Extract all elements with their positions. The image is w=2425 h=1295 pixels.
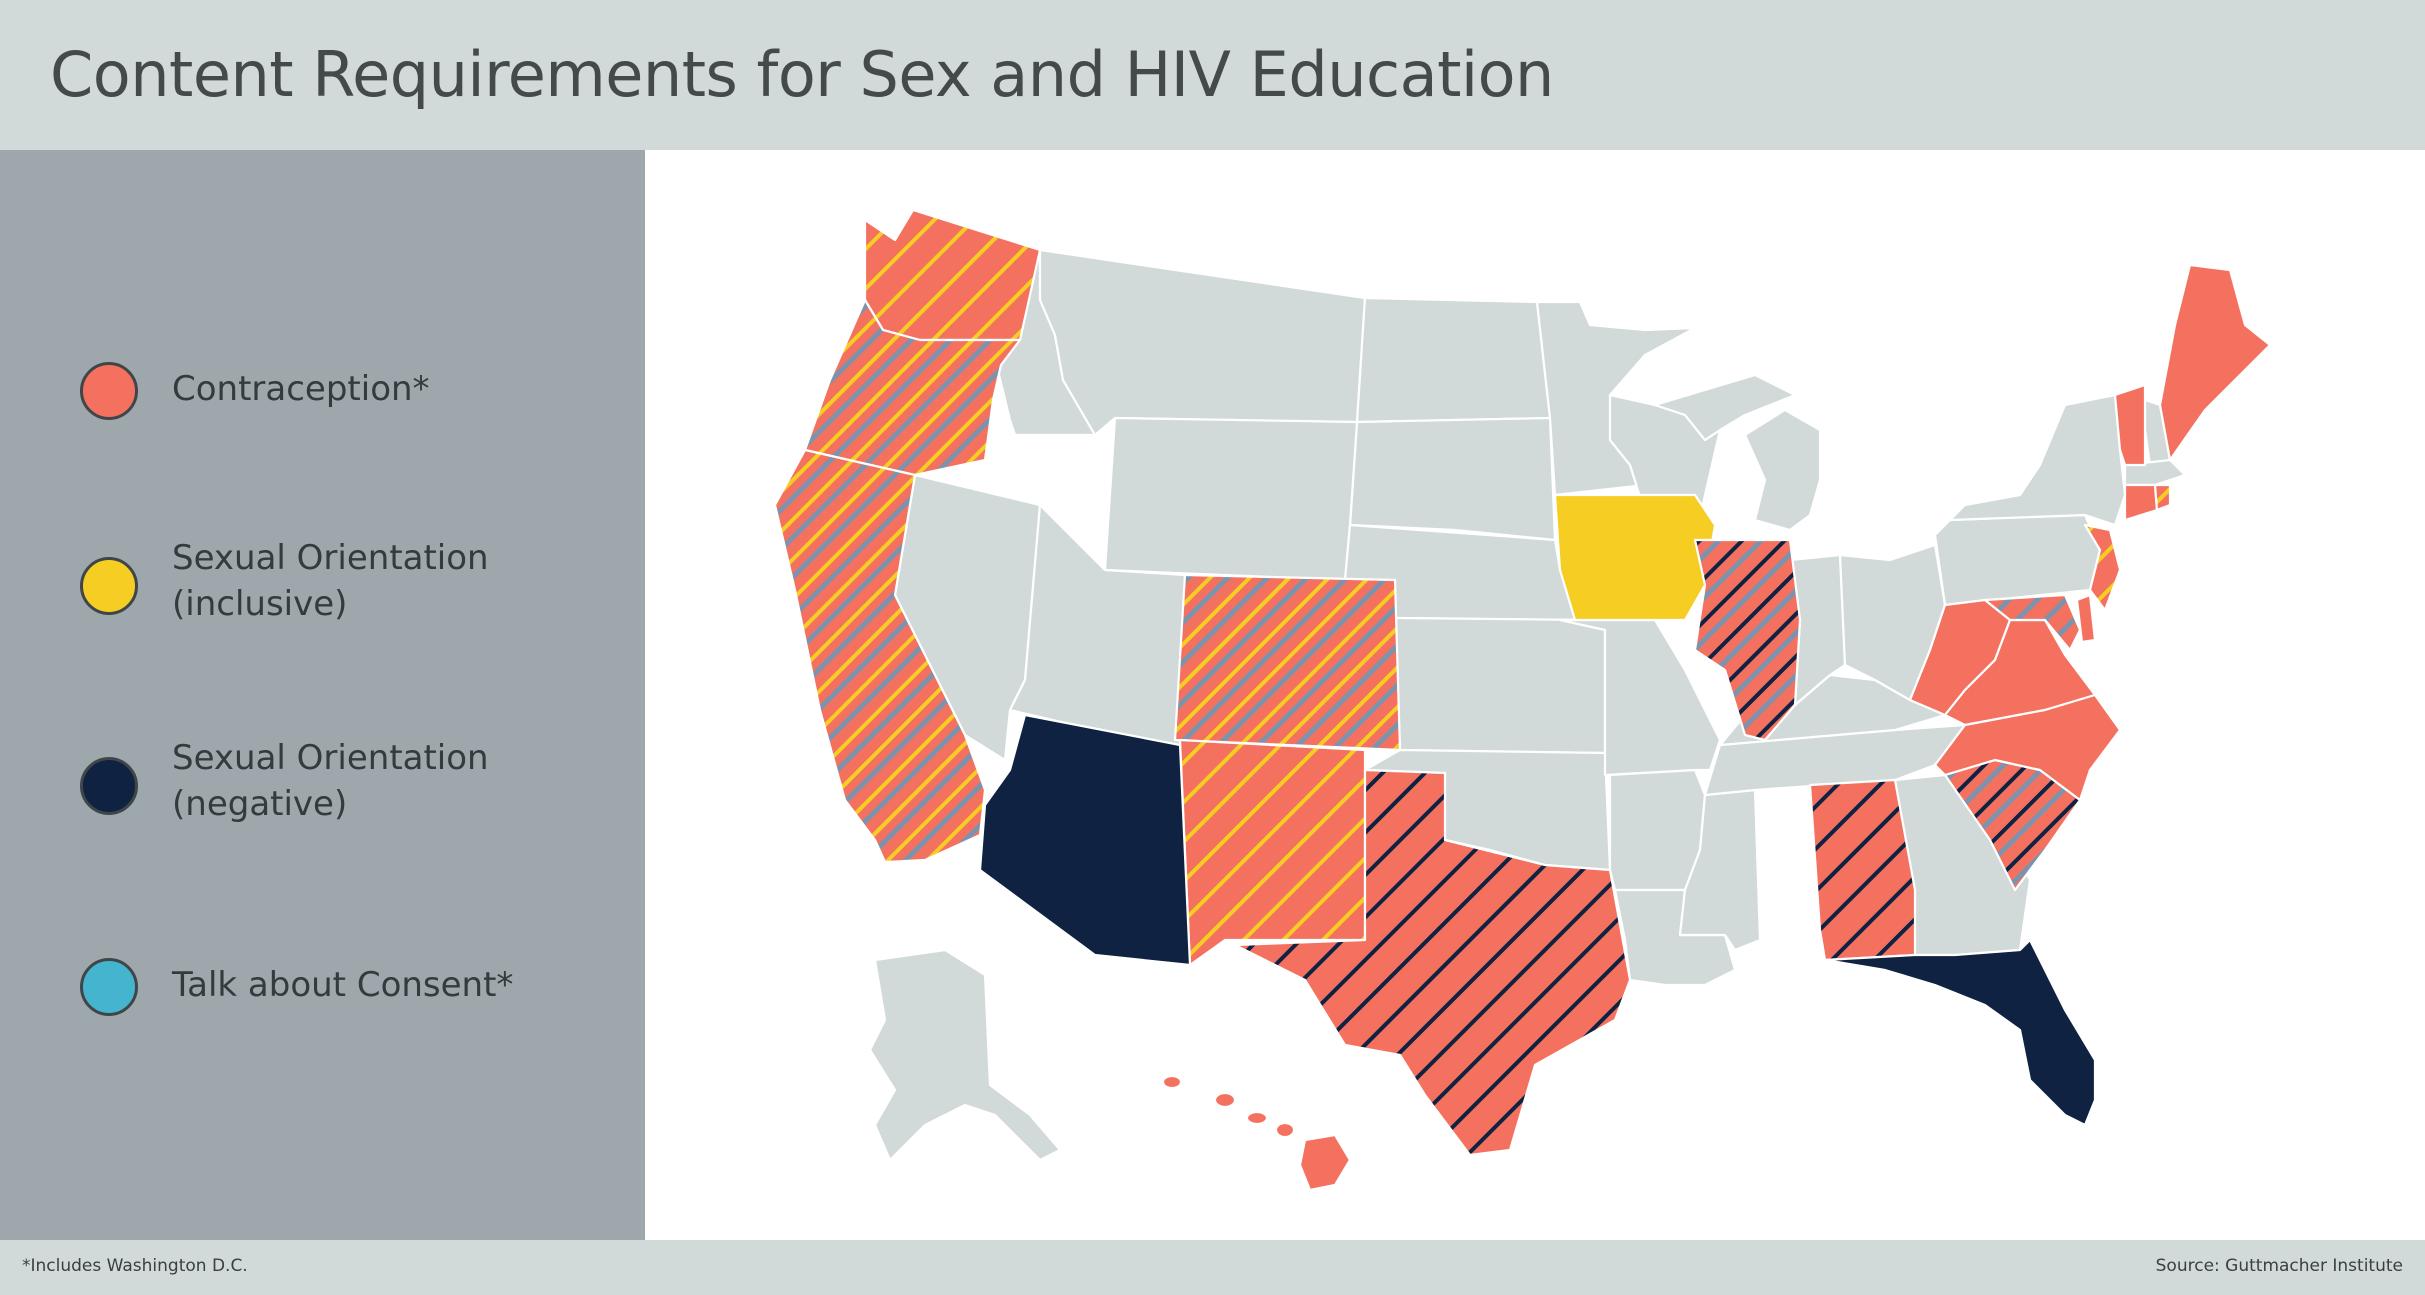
state-hawaii [1161,1074,1352,1192]
state-wyoming [1103,416,1359,582]
state-north-carolina [1933,693,2122,802]
state-iowa [1553,493,1717,622]
state-new-york [1948,393,2127,527]
state-washington [863,208,1042,342]
legend-label-consent: Talk about Consent* [172,965,514,1005]
legend-label-orientation-inclusive: Sexual Orientation (inclusive) [172,538,489,624]
legend-label-orientation-negative: Sexual Orientation (negative) [172,738,489,824]
state-delaware [2075,593,2097,644]
state-maryland [1983,593,2082,652]
state-south-dakota [1348,416,1557,542]
state-north-dakota [1355,296,1552,424]
legend-panel: Contraception* Sexual Orientation (inclu… [0,150,645,1240]
legend-swatch-orientation-inclusive [80,557,138,615]
state-new-mexico [1178,738,1367,967]
legend-label-contraception: Contraception* [172,369,430,409]
legend-swatch-contraception [80,362,138,420]
state-massachusetts [2123,458,2187,487]
footer-bar: *Includes Washington D.C. Source: Guttma… [0,1240,2425,1295]
state-illinois [1693,538,1802,742]
state-maine [2158,263,2272,462]
state-colorado [1173,573,1402,752]
legend-swatch-orientation-negative [80,757,138,815]
state-new-jersey [2083,523,2122,612]
state-kansas [1393,616,1607,755]
state-california [773,448,987,864]
state-michigan [1653,373,1822,532]
legend-swatch-consent [80,958,138,1016]
state-vermont [2113,383,2147,467]
state-florida [1823,938,2097,1127]
state-montana [1038,248,1367,437]
state-alaska [868,948,1062,1162]
state-connecticut [2123,483,2159,522]
us-map [773,208,2272,1192]
state-texas [1233,768,1632,1157]
state-arizona [978,713,1192,967]
footnote: *Includes Washington D.C. [22,1256,248,1276]
state-pennsylvania [1933,513,2102,607]
state-alabama [1808,778,1917,962]
source-credit: Source: Guttmacher Institute [2155,1256,2403,1276]
state-rhode-island [2153,483,2172,512]
map-area [645,150,2425,1240]
state-oregon [803,298,1022,477]
page-title: Content Requirements for Sex and HIV Edu… [50,38,1554,111]
header-bar: Content Requirements for Sex and HIV Edu… [0,0,2425,150]
state-missouri [1558,618,1722,777]
